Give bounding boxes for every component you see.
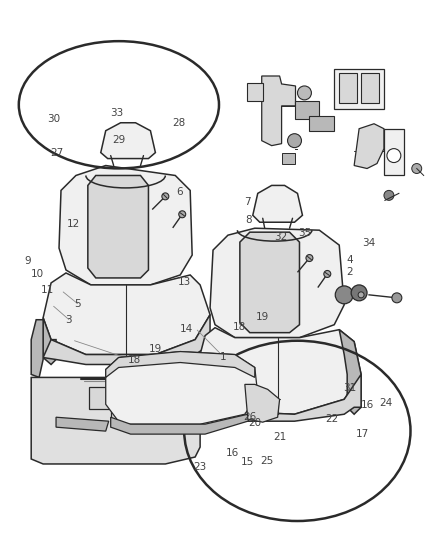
Polygon shape (43, 273, 210, 354)
Polygon shape (196, 328, 361, 414)
Text: 16: 16 (360, 400, 374, 410)
Text: 7: 7 (244, 197, 251, 207)
Polygon shape (155, 354, 200, 394)
Circle shape (179, 211, 186, 218)
Text: 6: 6 (177, 187, 183, 197)
Text: 20: 20 (248, 418, 261, 429)
Polygon shape (334, 69, 384, 109)
Text: 17: 17 (356, 429, 369, 439)
Text: 2: 2 (346, 267, 353, 277)
Polygon shape (31, 377, 200, 464)
Circle shape (412, 164, 422, 173)
Text: 8: 8 (245, 215, 252, 225)
Text: 35: 35 (299, 228, 312, 238)
Text: 32: 32 (275, 232, 288, 243)
Polygon shape (309, 116, 334, 131)
Text: 23: 23 (193, 462, 206, 472)
Text: 26: 26 (243, 412, 256, 422)
Polygon shape (339, 73, 357, 103)
Polygon shape (240, 232, 300, 333)
Circle shape (351, 285, 367, 301)
Circle shape (306, 255, 313, 262)
Polygon shape (196, 375, 361, 421)
Circle shape (384, 190, 394, 200)
Text: 21: 21 (273, 432, 286, 442)
Text: 14: 14 (180, 324, 193, 334)
Polygon shape (262, 76, 296, 146)
Text: 30: 30 (47, 114, 60, 124)
Text: 4: 4 (346, 255, 353, 264)
Polygon shape (88, 175, 148, 278)
Polygon shape (111, 411, 255, 434)
Text: 34: 34 (363, 238, 376, 248)
Text: 16: 16 (226, 448, 239, 458)
Polygon shape (247, 83, 263, 101)
Polygon shape (31, 320, 43, 377)
Polygon shape (294, 101, 319, 119)
Text: 18: 18 (233, 322, 247, 333)
Polygon shape (253, 185, 303, 222)
Text: 22: 22 (325, 414, 339, 424)
Text: 27: 27 (50, 148, 64, 158)
Polygon shape (361, 73, 379, 103)
Text: 25: 25 (260, 456, 273, 466)
Text: 19: 19 (149, 344, 162, 354)
Circle shape (358, 292, 364, 298)
Polygon shape (106, 352, 258, 424)
Circle shape (297, 86, 311, 100)
Text: 28: 28 (172, 118, 186, 128)
Circle shape (288, 134, 301, 148)
Polygon shape (106, 352, 255, 377)
Circle shape (162, 193, 169, 200)
Polygon shape (210, 228, 344, 337)
Text: 12: 12 (67, 219, 80, 229)
Polygon shape (59, 166, 192, 285)
Text: 24: 24 (379, 398, 392, 408)
Text: 3: 3 (66, 314, 72, 325)
Polygon shape (282, 152, 294, 164)
Circle shape (324, 270, 331, 278)
Polygon shape (89, 387, 126, 421)
Polygon shape (245, 384, 279, 422)
Text: 33: 33 (110, 108, 124, 118)
Circle shape (387, 149, 401, 163)
Text: 19: 19 (256, 312, 269, 322)
Text: 1: 1 (220, 352, 226, 361)
Text: 5: 5 (74, 298, 81, 309)
Text: 13: 13 (177, 277, 191, 287)
Polygon shape (43, 318, 56, 365)
Text: 11: 11 (40, 285, 54, 295)
Circle shape (392, 293, 402, 303)
Polygon shape (56, 417, 109, 431)
Polygon shape (101, 123, 155, 158)
Circle shape (335, 286, 353, 304)
Polygon shape (339, 330, 361, 414)
Text: 18: 18 (127, 355, 141, 365)
Text: 15: 15 (240, 457, 254, 466)
Polygon shape (354, 124, 384, 168)
Polygon shape (43, 315, 210, 365)
Polygon shape (384, 129, 404, 175)
Text: 9: 9 (24, 256, 31, 266)
Text: 29: 29 (112, 135, 126, 146)
Text: 31: 31 (343, 383, 356, 393)
Text: 10: 10 (31, 270, 44, 279)
